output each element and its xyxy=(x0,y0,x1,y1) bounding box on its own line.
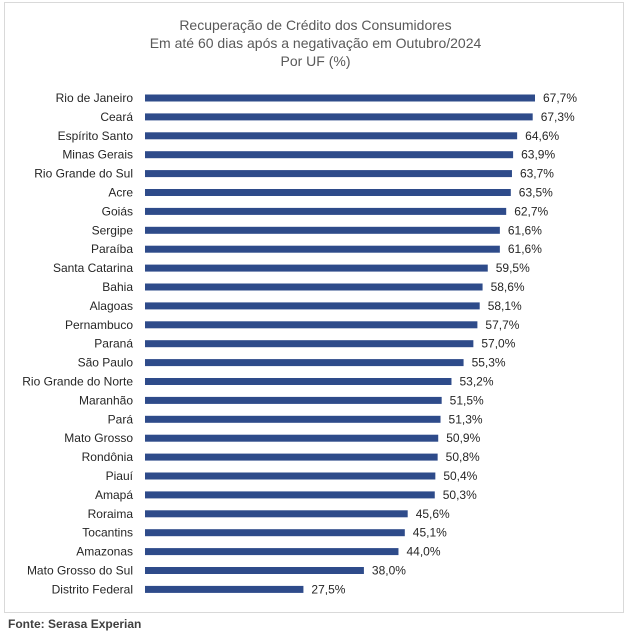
bar xyxy=(145,245,500,253)
category-label: Distrito Federal xyxy=(52,582,133,596)
value-label: 55,3% xyxy=(472,356,506,370)
chart-title-line-2: Em até 60 dias após a negativação em Out… xyxy=(149,35,482,51)
bar xyxy=(145,207,507,215)
category-label: Amapá xyxy=(95,488,133,502)
value-label: 63,9% xyxy=(521,148,555,162)
bar xyxy=(145,302,480,310)
value-label: 50,8% xyxy=(446,450,480,464)
bar xyxy=(145,94,535,102)
category-label: Acre xyxy=(108,186,133,200)
value-label: 67,3% xyxy=(541,110,575,124)
bar xyxy=(145,396,442,404)
source-note: Fonte: Serasa Experian xyxy=(8,617,142,631)
value-label: 57,0% xyxy=(481,337,515,351)
value-label: 50,9% xyxy=(446,431,480,445)
category-label: Bahia xyxy=(102,280,133,294)
chart-title-line-3: Por UF (%) xyxy=(280,53,351,69)
category-label: Goiás xyxy=(102,204,133,218)
category-label: Ceará xyxy=(100,110,133,124)
value-label: 63,5% xyxy=(519,186,553,200)
category-label: Paraíba xyxy=(91,242,133,256)
bar xyxy=(145,170,512,178)
bar xyxy=(145,453,438,461)
category-label: Maranhão xyxy=(79,393,133,407)
value-label: 50,4% xyxy=(443,469,477,483)
bar xyxy=(145,359,464,367)
bar xyxy=(145,283,483,291)
category-label: Alagoas xyxy=(90,299,133,313)
category-label: Paraná xyxy=(94,337,133,351)
category-label: Espírito Santo xyxy=(58,129,134,143)
bar xyxy=(145,491,435,499)
value-label: 63,7% xyxy=(520,167,554,181)
value-label: 51,3% xyxy=(449,412,483,426)
bar xyxy=(145,567,364,574)
value-label: 45,6% xyxy=(416,507,450,521)
bar xyxy=(145,585,304,593)
value-label: 67,7% xyxy=(543,91,577,105)
bar xyxy=(145,378,452,385)
value-label: 53,2% xyxy=(459,375,493,389)
category-label: Sergipe xyxy=(92,223,134,237)
category-label: Roraima xyxy=(88,507,134,521)
category-label: Rio de Janeiro xyxy=(56,91,134,105)
category-label: Piauí xyxy=(106,469,134,483)
value-label: 45,1% xyxy=(413,526,447,540)
bar xyxy=(145,434,439,442)
category-label: Rio Grande do Sul xyxy=(34,167,133,181)
bar xyxy=(145,472,436,480)
value-label: 50,3% xyxy=(443,488,477,502)
category-label: Rio Grande do Norte xyxy=(22,375,133,389)
value-label: 61,6% xyxy=(508,242,542,256)
value-label: 59,5% xyxy=(496,261,530,275)
value-label: 38,0% xyxy=(372,564,406,578)
bar xyxy=(145,321,478,329)
chart-title-line-1: Recuperação de Crédito dos Consumidores xyxy=(179,17,452,33)
bar xyxy=(145,226,500,234)
value-label: 51,5% xyxy=(450,393,484,407)
value-label: 58,6% xyxy=(491,280,525,294)
bar xyxy=(145,548,399,556)
value-label: 44,0% xyxy=(406,545,440,559)
bar xyxy=(145,415,441,423)
value-label: 57,7% xyxy=(485,318,519,332)
value-label: 64,6% xyxy=(525,129,559,143)
value-label: 62,7% xyxy=(514,204,548,218)
bar xyxy=(145,264,488,272)
bar xyxy=(145,189,511,196)
category-label: Rondônia xyxy=(82,450,134,464)
value-label: 61,6% xyxy=(508,223,542,237)
category-label: Amazonas xyxy=(76,545,133,559)
bar xyxy=(145,113,533,121)
bar xyxy=(145,510,408,518)
value-label: 58,1% xyxy=(488,299,522,313)
category-label: Santa Catarina xyxy=(53,261,133,275)
bar xyxy=(145,340,474,348)
category-label: Minas Gerais xyxy=(62,148,133,162)
bar xyxy=(145,529,405,537)
category-label: Pernambuco xyxy=(65,318,133,332)
category-label: Mato Grosso do Sul xyxy=(27,564,133,578)
bar xyxy=(145,151,514,159)
value-label: 27,5% xyxy=(311,582,345,596)
bar xyxy=(145,132,518,140)
category-label: Tocantins xyxy=(82,526,133,540)
category-label: Pará xyxy=(108,412,134,426)
category-label: São Paulo xyxy=(78,356,134,370)
category-label: Mato Grosso xyxy=(64,431,133,445)
